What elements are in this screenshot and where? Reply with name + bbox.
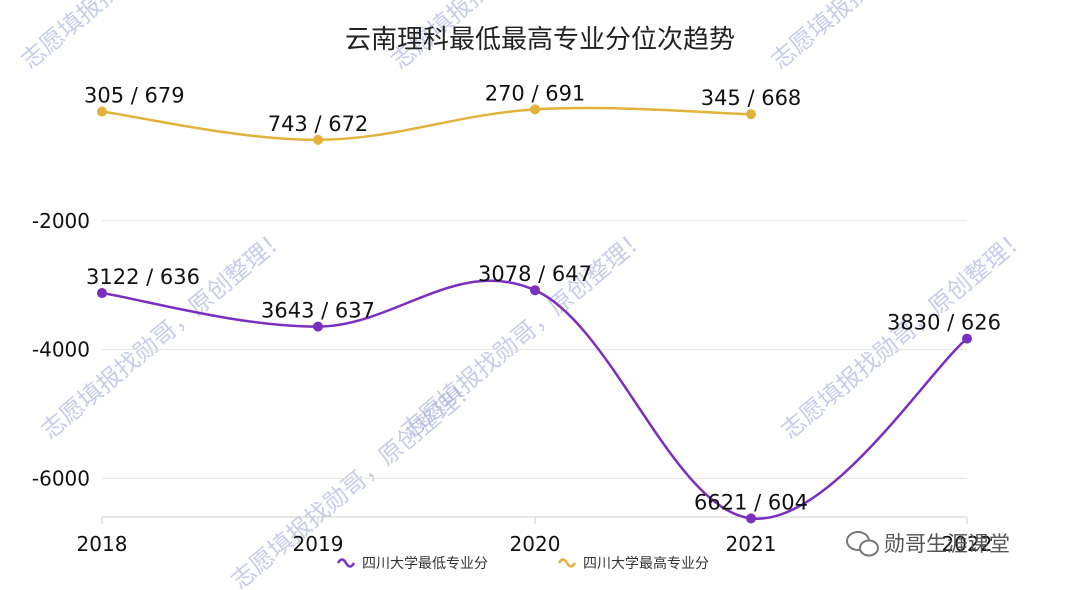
- legend-label: 四川大学最高专业分: [583, 555, 709, 572]
- legend[interactable]: 四川大学最低专业分 四川大学最高专业分: [336, 555, 709, 572]
- x-axis: 2018 2019 2020 2021 2022: [77, 516, 993, 556]
- data-point[interactable]: [962, 333, 972, 344]
- brand-badge: 勋哥生涯课堂: [846, 531, 1010, 557]
- data-label: 6621 / 604: [694, 490, 808, 514]
- data-label: 743 / 672: [268, 112, 369, 136]
- wechat-icon: [846, 531, 879, 557]
- x-tick-label: 2022: [942, 532, 993, 556]
- data-label: 345 / 668: [701, 86, 802, 110]
- series-layer: 3122 / 636 3643 / 637 3078 / 647 6621 / 604…: [84, 81, 1001, 524]
- data-point[interactable]: [97, 288, 107, 299]
- x-tick-label: 2019: [293, 532, 344, 556]
- data-point[interactable]: [313, 321, 323, 332]
- legend-item[interactable]: 四川大学最高专业分: [557, 555, 709, 572]
- legend-item[interactable]: 四川大学最低专业分: [336, 556, 488, 572]
- y-tick-label: -4000: [32, 338, 90, 362]
- brand-text: 勋哥生涯课堂: [884, 532, 1010, 556]
- series-line: [101, 279, 968, 520]
- data-label: 3122 / 636: [86, 265, 200, 289]
- series-max-score: 305 / 679 743 / 672 270 / 691 345 / 668: [84, 81, 802, 145]
- data-label: 3830 / 626: [887, 311, 1001, 335]
- x-tick-label: 2020: [510, 532, 561, 556]
- legend-label: 四川大学最低专业分: [362, 556, 488, 572]
- data-label: 270 / 691: [485, 81, 586, 105]
- x-tick-label: 2018: [77, 532, 128, 556]
- y-tick-label: -6000: [32, 466, 90, 490]
- data-point[interactable]: [530, 104, 540, 115]
- chart-title: 云南理科最低最高专业分位次趋势: [345, 25, 735, 55]
- data-label: 3643 / 637: [261, 299, 375, 323]
- data-point[interactable]: [530, 285, 540, 296]
- series-min-score: 3122 / 636 3643 / 637 3078 / 647 6621 / 604…: [86, 262, 1001, 524]
- grid: [102, 220, 967, 479]
- y-tick-label: -2000: [32, 209, 90, 233]
- watermark-text: 志愿填报找勋哥，原创整理！: [36, 223, 293, 445]
- data-point[interactable]: [746, 109, 756, 120]
- legend-swatch: [557, 558, 577, 568]
- watermark-text: 志愿填报找勋哥，原创整理！: [766, 0, 1023, 75]
- data-point[interactable]: [313, 134, 323, 145]
- legend-swatch: [336, 558, 356, 568]
- x-tick-label: 2021: [726, 532, 777, 556]
- data-label: 305 / 679: [84, 84, 185, 108]
- y-axis: -2000 -4000 -6000: [32, 209, 90, 491]
- watermark-text: 志愿填报找勋哥，原创整理！: [16, 0, 273, 75]
- data-point[interactable]: [746, 513, 756, 524]
- data-label: 3078 / 647: [478, 262, 592, 286]
- series-line: [101, 106, 752, 142]
- data-point[interactable]: [97, 106, 107, 117]
